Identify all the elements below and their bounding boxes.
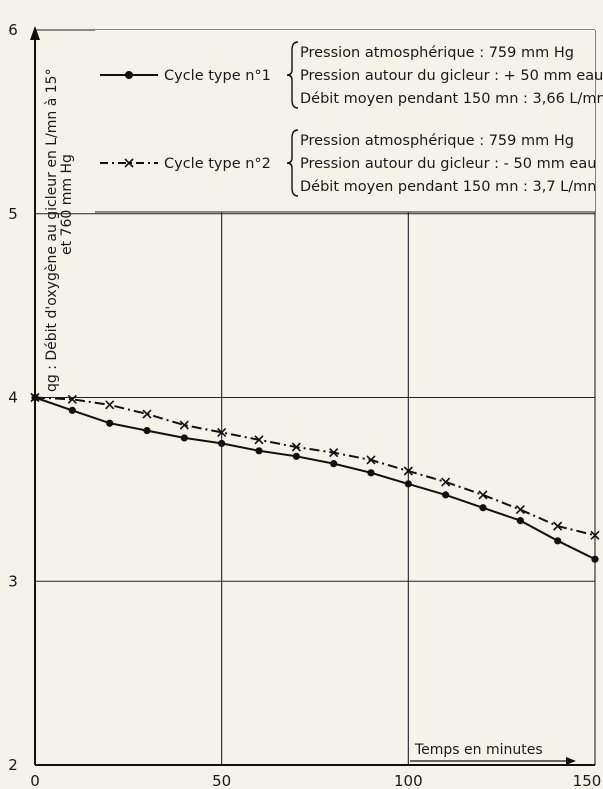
data-point-series-2 bbox=[105, 400, 115, 410]
x-axis-label: Temps en minutes bbox=[414, 742, 543, 758]
data-point-series-2 bbox=[329, 448, 339, 458]
legend-detail-series-1: Pression atmosphérique : 759 mm Hg bbox=[300, 45, 574, 61]
series-line-1 bbox=[34, 396, 596, 561]
data-point-series-1 bbox=[330, 460, 338, 468]
x-tick-label: 150 bbox=[573, 772, 602, 789]
data-point-series-1 bbox=[367, 469, 375, 477]
data-point-series-2 bbox=[441, 477, 451, 487]
data-point-series-2 bbox=[217, 427, 227, 437]
data-point-series-1 bbox=[106, 419, 114, 427]
data-point-series-1 bbox=[68, 406, 76, 414]
series-line-2 bbox=[34, 396, 596, 537]
data-point-series-2 bbox=[291, 442, 301, 452]
data-point-series-2 bbox=[515, 505, 525, 515]
x-tick-label: 50 bbox=[212, 772, 231, 789]
data-point-series-2 bbox=[254, 435, 264, 445]
legend-detail-series-2: Pression atmosphérique : 759 mm Hg bbox=[300, 133, 574, 149]
y-tick-label: 5 bbox=[8, 205, 18, 223]
legend: Cycle type n°1 Pression atmosphérique : 7… bbox=[95, 30, 603, 213]
data-point-series-1 bbox=[554, 537, 562, 545]
y-axis-label: qg : Débit d'oxygène au gicleur en L/mn … bbox=[44, 68, 60, 392]
data-point-series-2 bbox=[590, 530, 600, 540]
data-point-series-1 bbox=[479, 504, 487, 512]
y-tick-label: 6 bbox=[8, 21, 18, 39]
data-point-series-2 bbox=[179, 420, 189, 430]
data-point-series-2 bbox=[67, 394, 77, 404]
x-tick-label: 100 bbox=[394, 772, 423, 789]
legend-label-series-2: Cycle type n°2 bbox=[164, 156, 271, 172]
legend-brace-series-1 bbox=[286, 41, 299, 109]
data-point-series-1 bbox=[180, 434, 188, 442]
legend-marker-series-2 bbox=[124, 158, 134, 168]
data-point-series-2 bbox=[478, 490, 488, 500]
data-point-series-1 bbox=[218, 439, 226, 448]
x-tick-label: 0 bbox=[30, 772, 40, 789]
axis-titles: qg : Débit d'oxygène au gicleur en L/mn … bbox=[44, 68, 543, 758]
legend-brace-series-2 bbox=[286, 129, 299, 197]
data-point-series-2 bbox=[30, 392, 40, 403]
legend-detail-series-1: Pression autour du gicleur : + 50 mm eau bbox=[300, 68, 603, 84]
legend-detail-series-2: Débit moyen pendant 150 mn : 3,7 L/mn bbox=[300, 179, 596, 195]
data-point-series-1 bbox=[591, 555, 599, 563]
data-point-series-2 bbox=[553, 521, 563, 531]
data-point-series-2 bbox=[403, 466, 413, 476]
legend-marker-series-1 bbox=[125, 71, 133, 79]
legend-detail-series-1: Débit moyen pendant 150 mn : 3,66 L/mn bbox=[300, 91, 603, 107]
data-point-series-1 bbox=[255, 447, 263, 455]
y-tick-label: 4 bbox=[8, 389, 18, 407]
legend-background bbox=[95, 30, 595, 212]
data-point-series-1 bbox=[292, 452, 300, 460]
data-point-series-1 bbox=[516, 517, 524, 525]
legend-detail-series-2: Pression autour du gicleur : - 50 mm eau bbox=[300, 156, 596, 172]
data-point-series-1 bbox=[143, 426, 151, 435]
data-point-series-2 bbox=[142, 409, 152, 419]
y-axis-arrow bbox=[30, 26, 40, 40]
series-group bbox=[30, 392, 600, 563]
data-point-series-2 bbox=[366, 455, 376, 465]
data-point-series-1 bbox=[404, 480, 412, 488]
y-axis-label-line2: et 760 mm Hg bbox=[59, 154, 75, 255]
legend-label-series-1: Cycle type n°1 bbox=[164, 68, 271, 84]
tick-labels: 0 50 100 150 2 3 4 5 6 bbox=[8, 21, 601, 789]
x-label-arrow-head bbox=[566, 757, 576, 765]
y-tick-label: 3 bbox=[8, 572, 18, 590]
y-tick-label: 2 bbox=[8, 756, 18, 774]
data-point-series-1 bbox=[442, 491, 450, 499]
